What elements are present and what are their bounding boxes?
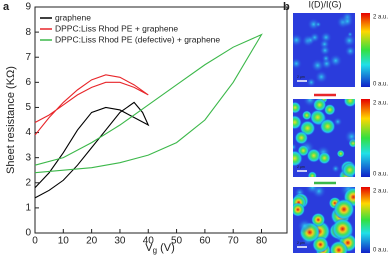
scale-bar-label: 2 μm: [297, 165, 305, 169]
panel-label: a: [3, 1, 10, 13]
map-spot: [321, 54, 331, 63]
x-axis-label-sub: g: [153, 246, 157, 255]
colorbar-max: 2 a.u.: [373, 101, 388, 107]
map-spot: [301, 110, 312, 121]
x-axis-label: Vg (V): [145, 242, 174, 255]
x-tick-label: 70: [228, 236, 240, 247]
map-spot: [333, 198, 355, 220]
y-tick-label: 8: [25, 27, 31, 38]
map-spot: [342, 33, 355, 48]
raman-map: [293, 13, 355, 87]
map-spot: [310, 58, 325, 73]
x-axis-label-unit: (V): [160, 242, 175, 254]
map-spot: [333, 117, 343, 127]
scale-bar-label: 2 μm: [297, 75, 305, 79]
map-spot: [329, 240, 349, 253]
y-tick-label: 6: [25, 77, 31, 88]
x-tick-label: 10: [58, 236, 70, 247]
legend-label: DPPC:Liss Rhod PE (defective) + graphene: [55, 34, 220, 44]
map-spot: [323, 103, 336, 116]
raman-map: [293, 187, 355, 253]
map-spot: [328, 53, 343, 68]
colorbar-max: 2 a.u.: [373, 15, 388, 21]
legend-label: DPPC:Liss Rhod PE + graphene: [55, 23, 178, 33]
colorbar-min: 0 a.u.: [373, 172, 388, 178]
map-title: I(D)/I(G): [309, 0, 342, 9]
y-tick-label: 0: [25, 228, 31, 239]
map-spot: [341, 15, 354, 28]
colorbar: [361, 187, 370, 253]
line: [34, 33, 263, 174]
x-tick-label: 0: [32, 236, 38, 247]
x-tick-label: 40: [143, 236, 155, 247]
y-tick-label: 3: [25, 152, 31, 163]
scale-bar-label: 2 μm: [297, 241, 305, 245]
map-spot: [309, 32, 321, 43]
y-tick-label: 2: [25, 177, 31, 188]
x-tick-label: 60: [199, 236, 211, 247]
y-tick-label: 5: [25, 102, 31, 113]
map-spot: [307, 17, 320, 31]
map-spot: [319, 44, 331, 56]
map-spot: [294, 131, 309, 145]
x-tick-label: 30: [114, 236, 126, 247]
map-spot: [293, 202, 305, 217]
map-spot: [293, 33, 304, 47]
map-spot: [342, 162, 355, 177]
plot-frame: [34, 6, 288, 234]
x-tick-label: 50: [171, 236, 183, 247]
legend-label: graphene: [55, 12, 91, 22]
map-spot: [344, 129, 355, 144]
colorbar-min: 0 a.u.: [373, 248, 388, 254]
y-tick-label: 9: [25, 2, 31, 13]
x-axis-label-main: V: [145, 242, 153, 254]
map-spot: [314, 70, 329, 84]
map-spot: [318, 151, 331, 165]
map-spot: [343, 99, 355, 108]
map-spot: [331, 218, 354, 240]
colorbar: [361, 13, 370, 87]
map-spot: [306, 148, 321, 163]
map-spot: [319, 118, 336, 135]
raman-map: [293, 99, 355, 177]
map-spot: [293, 143, 298, 152]
map-spot: [293, 150, 303, 167]
x-tick-label: 20: [86, 236, 98, 247]
colorbar-max: 2 a.u.: [373, 189, 388, 195]
colorbar-min: 0 a.u.: [373, 82, 388, 88]
map-spot: [312, 236, 329, 253]
map-spot: [312, 99, 327, 112]
map-spot: [293, 115, 302, 130]
map-spot: [336, 149, 345, 158]
y-axis-label: Sheet resistance (KΩ): [5, 66, 17, 174]
y-tick-label: 1: [25, 203, 31, 214]
map-spot: [293, 57, 303, 70]
map-spot: [305, 187, 320, 195]
map-spot: [314, 21, 322, 28]
map-spot: [307, 171, 317, 177]
map-spot: [306, 77, 316, 87]
y-tick-label: 4: [25, 127, 31, 138]
y-tick-label: 7: [25, 52, 31, 63]
map-spot: [309, 109, 326, 126]
map-spot: [297, 218, 312, 234]
line: [34, 74, 149, 136]
colorbar: [361, 99, 370, 177]
x-tick-label: 80: [256, 236, 268, 247]
map-spot: [331, 164, 340, 173]
line: [34, 101, 150, 199]
map-spot: [293, 101, 302, 114]
map-spot: [344, 45, 355, 57]
